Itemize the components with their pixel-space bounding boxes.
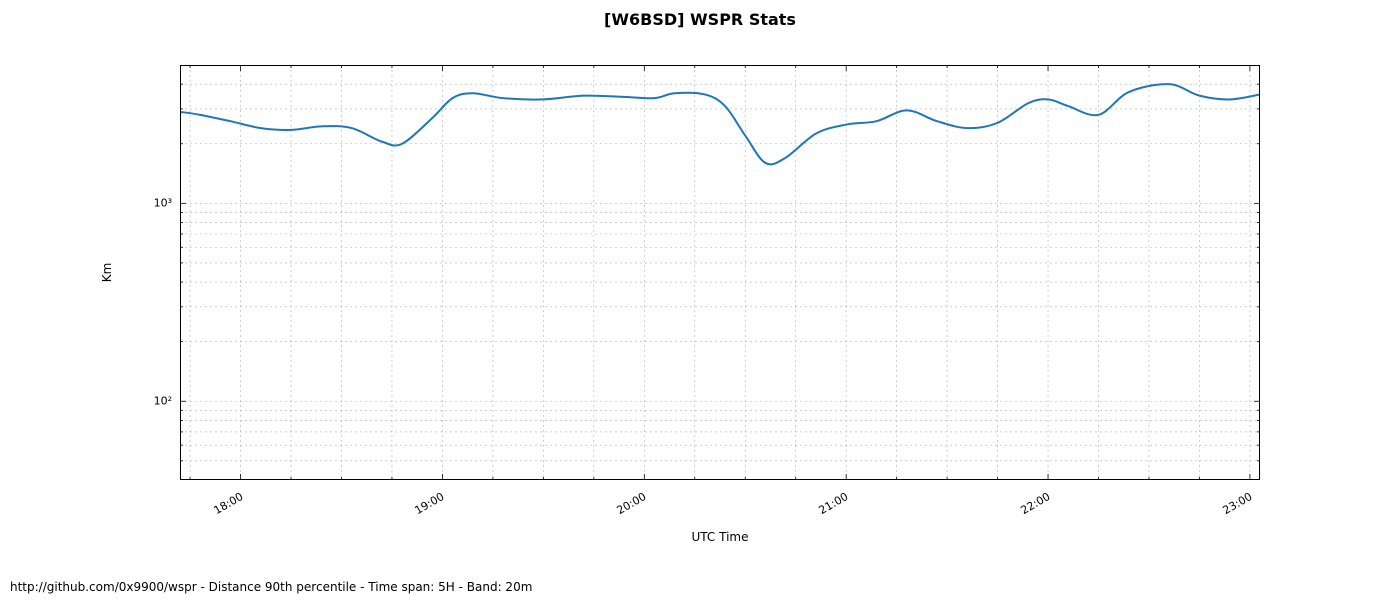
y-axis-label: Km bbox=[100, 65, 120, 480]
y-tick-label: 10³ bbox=[132, 197, 172, 210]
footer-text: http://github.com/0x9900/wspr - Distance… bbox=[10, 580, 532, 594]
plot-container bbox=[180, 65, 1260, 480]
y-tick-label: 10² bbox=[132, 395, 172, 408]
x-tick-label: 20:00 bbox=[615, 490, 649, 517]
x-axis-label: UTC Time bbox=[180, 530, 1260, 544]
x-tick-label: 22:00 bbox=[1019, 490, 1053, 517]
x-tick-label: 19:00 bbox=[413, 490, 447, 517]
chart-title: [W6BSD] WSPR Stats bbox=[0, 10, 1400, 29]
x-tick-label: 23:00 bbox=[1220, 490, 1254, 517]
x-tick-label: 18:00 bbox=[211, 490, 245, 517]
x-tick-label: 21:00 bbox=[817, 490, 851, 517]
plot-area bbox=[180, 65, 1260, 480]
